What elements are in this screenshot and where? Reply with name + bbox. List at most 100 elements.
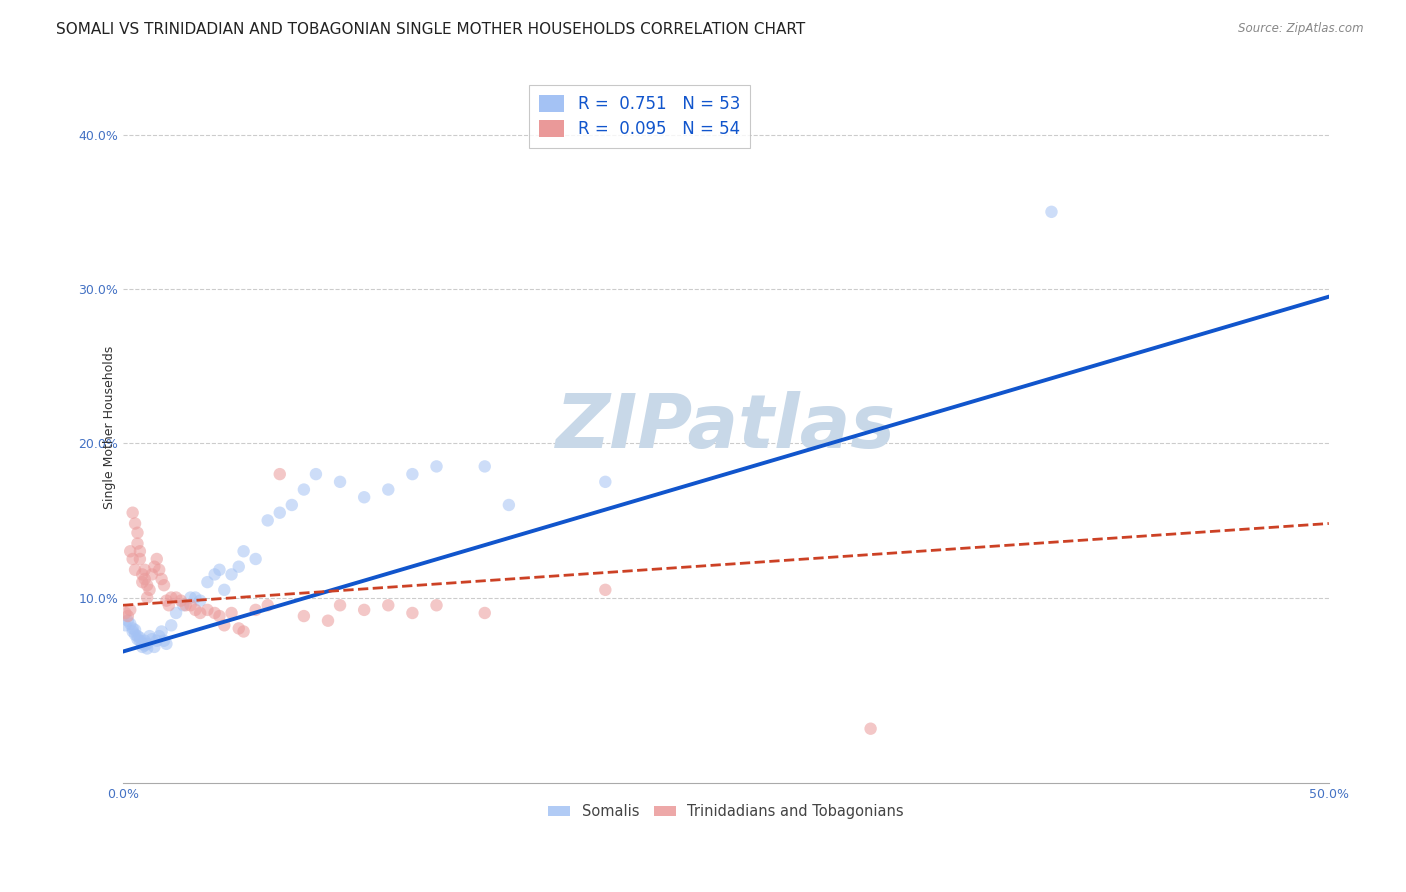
- Point: [134, 639, 156, 653]
- Point: [128, 552, 150, 566]
- Point: [145, 552, 167, 566]
- Point: [595, 582, 617, 597]
- Point: [128, 633, 150, 648]
- Point: [292, 483, 315, 497]
- Point: [425, 599, 447, 613]
- Point: [143, 640, 166, 654]
- Point: [121, 621, 143, 635]
- Point: [138, 629, 160, 643]
- Point: [180, 599, 202, 613]
- Point: [256, 599, 278, 613]
- Point: [120, 603, 142, 617]
- Point: [127, 536, 149, 550]
- Point: [269, 467, 291, 482]
- Point: [228, 559, 250, 574]
- Point: [150, 624, 173, 639]
- Point: [121, 624, 143, 639]
- Point: [157, 599, 180, 613]
- Point: [136, 578, 159, 592]
- Text: Source: ZipAtlas.com: Source: ZipAtlas.com: [1239, 22, 1364, 36]
- Point: [292, 609, 315, 624]
- Text: SOMALI VS TRINIDADIAN AND TOBAGONIAN SINGLE MOTHER HOUSEHOLDS CORRELATION CHART: SOMALI VS TRINIDADIAN AND TOBAGONIAN SIN…: [56, 22, 806, 37]
- Point: [316, 614, 339, 628]
- Point: [329, 475, 352, 489]
- Point: [184, 603, 207, 617]
- Point: [121, 552, 143, 566]
- Point: [155, 593, 177, 607]
- Point: [214, 582, 236, 597]
- Text: ZIPatlas: ZIPatlas: [555, 392, 896, 465]
- Point: [143, 559, 166, 574]
- Point: [329, 599, 352, 613]
- Point: [128, 544, 150, 558]
- Point: [353, 490, 375, 504]
- Point: [197, 603, 219, 617]
- Point: [145, 633, 167, 648]
- Point: [184, 591, 207, 605]
- Point: [160, 591, 183, 605]
- Point: [188, 593, 211, 607]
- Point: [124, 563, 146, 577]
- Point: [127, 632, 149, 647]
- Point: [188, 606, 211, 620]
- Legend: Somalis, Trinidadians and Tobagonians: Somalis, Trinidadians and Tobagonians: [543, 798, 910, 825]
- Point: [498, 498, 520, 512]
- Point: [141, 632, 163, 647]
- Point: [214, 618, 236, 632]
- Point: [269, 506, 291, 520]
- Point: [221, 567, 243, 582]
- Point: [131, 637, 153, 651]
- Point: [204, 567, 226, 582]
- Point: [155, 637, 177, 651]
- Point: [377, 483, 399, 497]
- Point: [245, 552, 267, 566]
- Point: [204, 606, 226, 620]
- Point: [136, 591, 159, 605]
- Point: [245, 603, 267, 617]
- Point: [127, 629, 149, 643]
- Point: [474, 606, 496, 620]
- Point: [131, 567, 153, 582]
- Point: [136, 641, 159, 656]
- Point: [305, 467, 328, 482]
- Point: [228, 621, 250, 635]
- Point: [148, 629, 170, 643]
- Point: [121, 506, 143, 520]
- Point: [117, 614, 139, 628]
- Point: [124, 516, 146, 531]
- Point: [160, 618, 183, 632]
- Point: [221, 606, 243, 620]
- Point: [401, 467, 423, 482]
- Point: [117, 609, 139, 624]
- Point: [127, 525, 149, 540]
- Point: [114, 618, 136, 632]
- Point: [281, 498, 304, 512]
- Point: [148, 563, 170, 577]
- Point: [353, 603, 375, 617]
- Point: [134, 572, 156, 586]
- Point: [474, 459, 496, 474]
- Point: [401, 606, 423, 620]
- Point: [141, 567, 163, 582]
- Y-axis label: Single Mother Households: Single Mother Households: [103, 346, 117, 509]
- Point: [136, 637, 159, 651]
- Point: [153, 578, 176, 592]
- Point: [232, 624, 254, 639]
- Point: [138, 582, 160, 597]
- Point: [208, 563, 231, 577]
- Point: [232, 544, 254, 558]
- Point: [425, 459, 447, 474]
- Point: [859, 722, 882, 736]
- Point: [197, 575, 219, 590]
- Point: [172, 599, 194, 613]
- Point: [377, 599, 399, 613]
- Point: [124, 627, 146, 641]
- Point: [131, 640, 153, 654]
- Point: [153, 633, 176, 648]
- Point: [150, 572, 173, 586]
- Point: [114, 606, 136, 620]
- Point: [128, 631, 150, 645]
- Point: [134, 563, 156, 577]
- Point: [1040, 204, 1063, 219]
- Point: [134, 633, 156, 648]
